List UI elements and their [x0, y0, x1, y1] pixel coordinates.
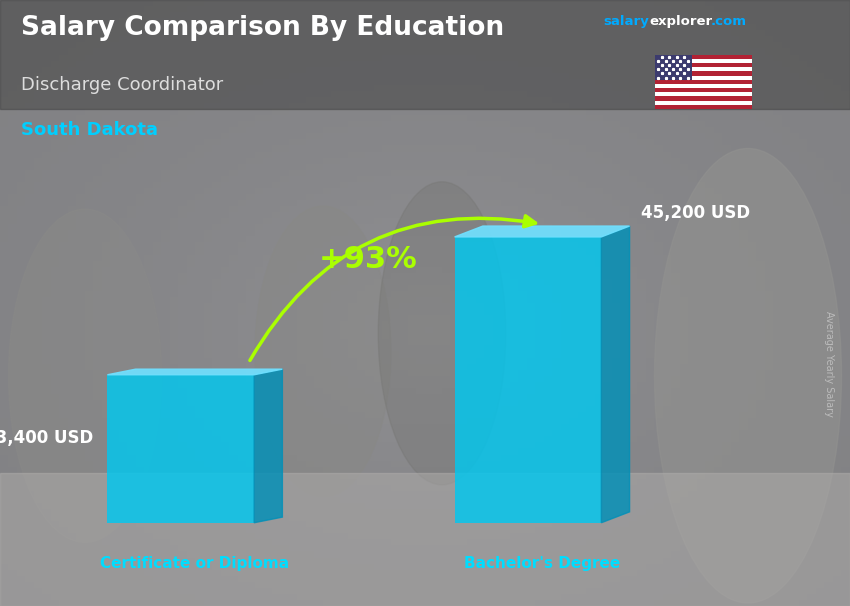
- Bar: [654, 101, 752, 105]
- Bar: [654, 63, 752, 67]
- Bar: [654, 88, 752, 92]
- Text: Salary Comparison By Education: Salary Comparison By Education: [21, 15, 504, 41]
- Bar: [654, 92, 752, 96]
- Ellipse shape: [378, 182, 506, 485]
- Bar: [654, 105, 752, 109]
- Bar: [107, 375, 254, 523]
- Bar: [0, 473, 850, 606]
- Bar: [654, 84, 752, 88]
- Bar: [654, 59, 752, 63]
- Bar: [654, 67, 752, 72]
- Bar: [654, 96, 752, 101]
- Text: salary: salary: [604, 15, 649, 28]
- Bar: [654, 76, 752, 80]
- Ellipse shape: [255, 206, 391, 497]
- Bar: [0, 0, 850, 109]
- Polygon shape: [107, 369, 282, 375]
- Text: 23,400 USD: 23,400 USD: [0, 430, 94, 447]
- Text: +93%: +93%: [319, 245, 418, 274]
- Polygon shape: [601, 226, 630, 523]
- Polygon shape: [455, 226, 630, 237]
- Bar: [654, 80, 752, 84]
- Polygon shape: [254, 369, 282, 523]
- Ellipse shape: [654, 148, 842, 603]
- Text: Average Yearly Salary: Average Yearly Salary: [824, 311, 834, 416]
- Text: Bachelor's Degree: Bachelor's Degree: [464, 556, 620, 571]
- Bar: [654, 55, 752, 59]
- Text: South Dakota: South Dakota: [21, 121, 158, 139]
- Bar: [455, 237, 601, 523]
- Text: explorer: explorer: [649, 15, 712, 28]
- Text: 45,200 USD: 45,200 USD: [641, 204, 750, 222]
- Ellipse shape: [8, 209, 162, 542]
- Text: Discharge Coordinator: Discharge Coordinator: [21, 76, 224, 94]
- Text: Certificate or Diploma: Certificate or Diploma: [100, 556, 290, 571]
- Bar: [654, 72, 752, 76]
- Bar: [654, 55, 692, 80]
- Text: .com: .com: [711, 15, 746, 28]
